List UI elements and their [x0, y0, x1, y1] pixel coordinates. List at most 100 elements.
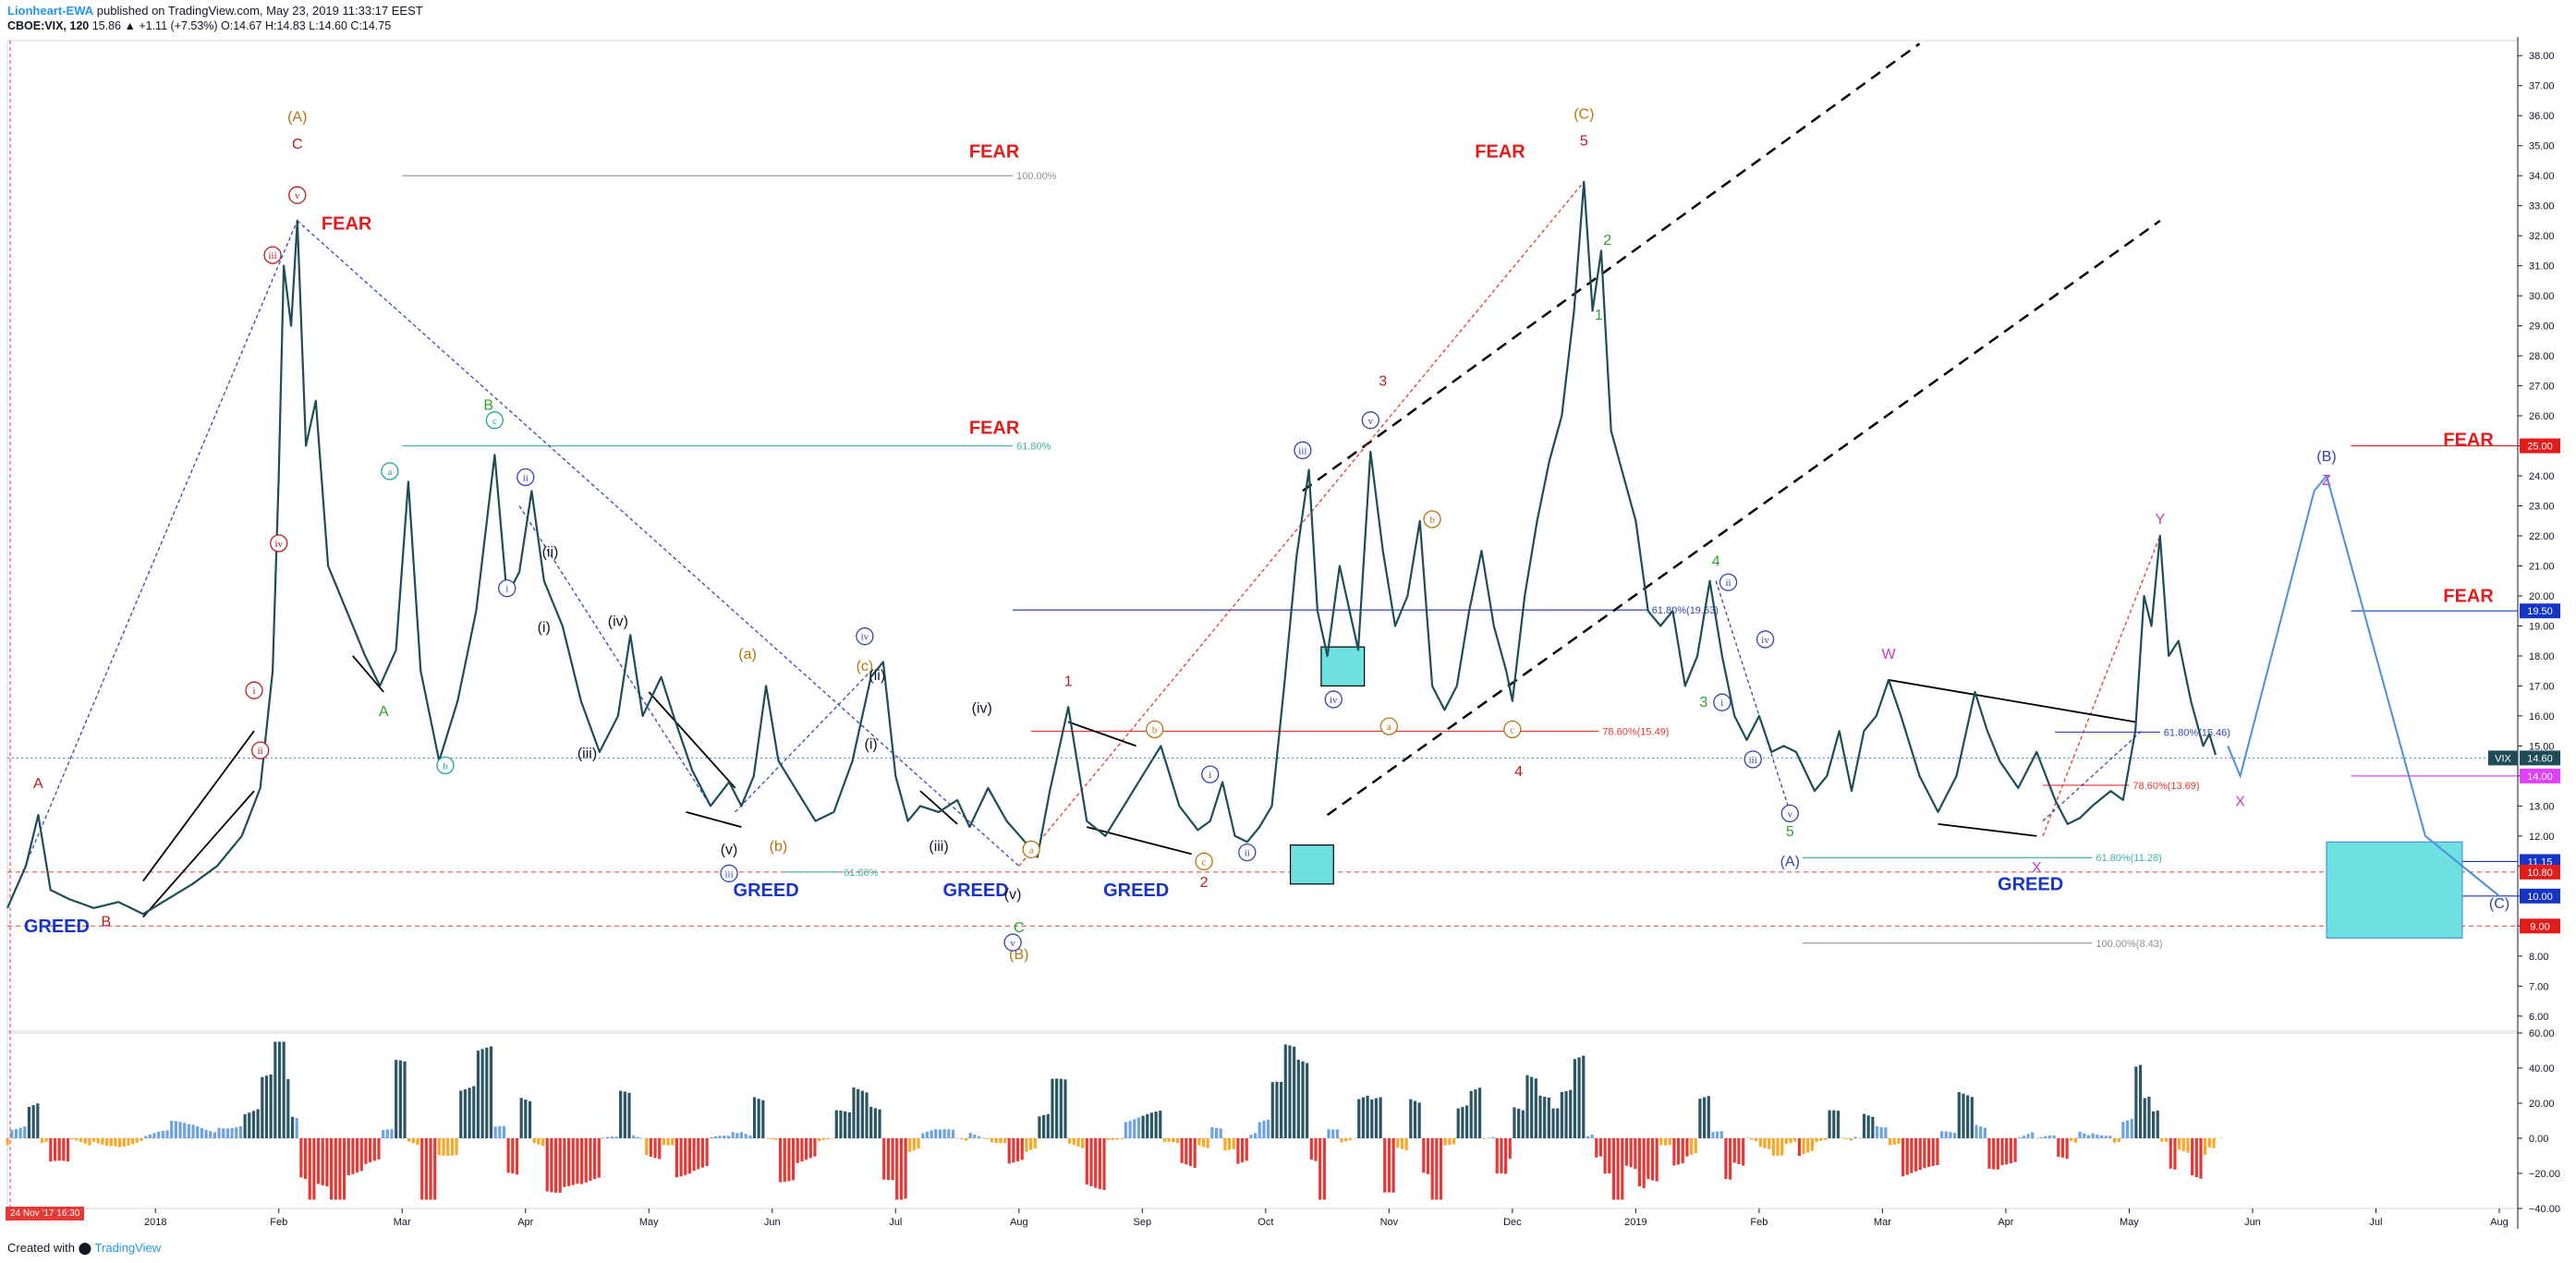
oscillator-bar — [1931, 1138, 1935, 1166]
oscillator-bar — [1357, 1099, 1361, 1138]
wave-label: B — [483, 398, 493, 414]
oscillator-bar — [359, 1138, 363, 1172]
oscillator-bar — [1124, 1122, 1127, 1138]
triangle-lower — [1938, 822, 2037, 837]
wave-label: 4 — [1514, 764, 1523, 780]
oscillator-bar — [1042, 1114, 1046, 1138]
oscillator-bar — [826, 1138, 830, 1139]
oscillator-bar — [1002, 1138, 1007, 1144]
wave-label: (iii) — [929, 839, 948, 855]
oscillator-bar — [127, 1138, 130, 1146]
wave-label: iv — [1761, 635, 1769, 646]
wave-label-circle — [270, 534, 288, 553]
oscillator-bar — [437, 1138, 441, 1156]
oscillator-bar — [83, 1138, 87, 1144]
oscillator-bar — [662, 1138, 665, 1146]
wave-label: i — [505, 584, 508, 595]
oscillator-bar — [1059, 1078, 1063, 1138]
axis-price-tag-label: 14.00 — [2527, 771, 2553, 783]
wave-label: Z — [2322, 473, 2331, 489]
y-tick-label: 32.00 — [2529, 231, 2555, 242]
wave-label: 3 — [1379, 374, 1387, 390]
oscillator-bar — [1379, 1097, 1382, 1138]
wave-label: 1 — [1064, 674, 1073, 689]
oscillator-bar — [23, 1126, 27, 1138]
oscillator-bar — [1538, 1095, 1542, 1138]
wave-label: iii — [268, 250, 276, 261]
oscillator-bar — [1737, 1138, 1741, 1164]
oscillator-bar — [1322, 1138, 1326, 1200]
axis-symbol-tag-label: VIX — [2495, 753, 2511, 764]
wave-label-circle — [436, 756, 455, 775]
oscillator-bar — [1366, 1095, 1369, 1138]
oscillator-bar — [1875, 1126, 1879, 1138]
oscillator-bar — [869, 1106, 873, 1138]
oscillator-bar — [1564, 1091, 1568, 1138]
oscillator-bar — [256, 1109, 260, 1138]
oscillator-bar — [1918, 1138, 1922, 1171]
fear-label: FEAR — [1475, 142, 1525, 163]
price-pane — [6, 40, 2519, 1032]
oscillator-bar — [1107, 1138, 1111, 1140]
oscillator-bar — [904, 1138, 907, 1199]
oscillator-bar — [692, 1138, 696, 1172]
oscillator-bar — [161, 1130, 164, 1138]
wave-line-up — [6, 220, 298, 909]
wave-label-circle — [1780, 804, 1799, 823]
oscillator-bar — [601, 1137, 605, 1138]
oscillator-bar — [1681, 1138, 1684, 1164]
oscillator-bar — [442, 1138, 445, 1156]
tradingview-logo-icon[interactable]: ⬤ — [78, 1241, 92, 1255]
oscillator-bar — [1521, 1110, 1525, 1138]
oscillator-bar — [1038, 1116, 1041, 1138]
oscillator-bar — [346, 1138, 350, 1176]
oscillator-bar — [532, 1138, 536, 1144]
oscillator-bar — [290, 1116, 295, 1138]
oscillator-bar — [632, 1135, 636, 1138]
oscillator-bar — [1206, 1138, 1209, 1148]
oscillator-bar — [912, 1138, 917, 1151]
oscillator-bar — [1832, 1110, 1836, 1138]
oscillator-bar — [921, 1133, 925, 1138]
oscillator-bar — [217, 1127, 221, 1138]
oscillator-bar — [1508, 1138, 1512, 1160]
oscillator-bar — [1046, 1113, 1050, 1138]
footer-brand[interactable]: TradingView — [94, 1241, 162, 1255]
oscillator-bar — [1608, 1138, 1611, 1174]
oscillator-bar — [1055, 1078, 1059, 1138]
oscillator-bar — [1996, 1138, 1999, 1170]
wave-label: iv — [274, 539, 283, 550]
wave-label: (v) — [1004, 887, 1022, 903]
oscillator-bar — [1504, 1138, 1508, 1174]
oscillator-bar — [372, 1138, 376, 1161]
osc-tick-label: 60.00 — [2529, 1028, 2555, 1039]
oscillator-bar — [1185, 1138, 1188, 1165]
oscillator-bar — [1939, 1131, 1944, 1138]
oscillator-bar — [1755, 1138, 1758, 1142]
oscillator-bar — [2134, 1066, 2138, 1138]
oscillator-bar — [951, 1129, 955, 1138]
oscillator-bar — [1115, 1138, 1119, 1140]
oscillator-bar — [1676, 1138, 1681, 1165]
wave-label: (A) — [1780, 854, 1800, 869]
oscillator-bar — [101, 1138, 104, 1145]
wave-label: 1 — [1595, 308, 1603, 323]
oscillator-bar — [1417, 1102, 1421, 1138]
greed-label: GREED — [24, 917, 90, 937]
oscillator-bar — [796, 1138, 799, 1163]
greed-label: GREED — [1998, 874, 2063, 894]
author-link[interactable]: Lionheart-EWA — [7, 4, 94, 18]
wave-label-circle — [1423, 510, 1441, 528]
oscillator-bar — [416, 1138, 419, 1146]
wave-label: X — [2235, 794, 2245, 809]
fib-level-label: 61.80% — [1016, 442, 1051, 453]
oscillator-bar — [584, 1138, 588, 1183]
oscillator-bar — [800, 1138, 804, 1162]
y-tick-label: 29.00 — [2529, 322, 2555, 333]
oscillator-bar — [1871, 1116, 1875, 1138]
oscillator-bar — [1789, 1138, 1792, 1144]
ohlc-readout: 15.86 ▲ +1.11 (+7.53%) O:14.67 H:14.83 L… — [91, 19, 392, 32]
footer-created-with: Created with — [7, 1241, 75, 1255]
wave-label: v — [295, 190, 300, 201]
